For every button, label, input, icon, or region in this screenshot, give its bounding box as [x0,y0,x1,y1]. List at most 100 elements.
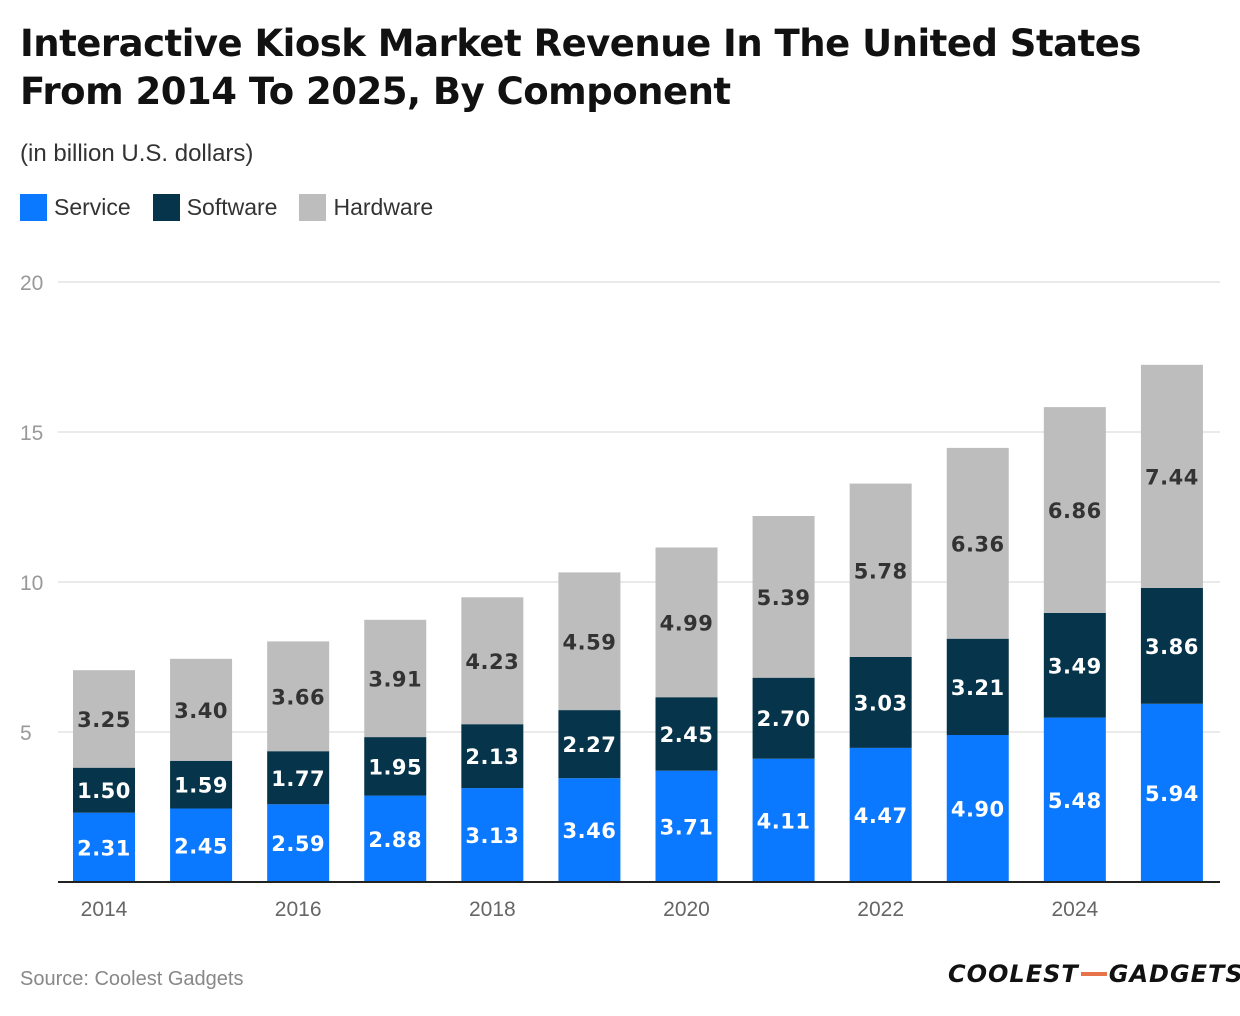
bar-service-2020 [655,770,718,882]
legend-label-software: Software [186,194,278,220]
data-label-hardware-2016: 3.66 [271,685,325,709]
bar-hardware-2024 [1043,407,1106,613]
data-label-service-2016: 2.59 [271,832,325,856]
x-tick-label-2020: 2020 [663,898,710,921]
bar-software-2016 [267,751,330,805]
bar-software-2017 [364,737,427,796]
data-label-hardware-2021: 5.39 [757,586,811,610]
bar-hardware-2023 [946,447,1009,639]
bar-hardware-2016 [267,641,330,752]
logo-text-1: COOLEST [948,960,1079,988]
data-label-service-2017: 2.88 [368,828,422,852]
bar-service-2018 [461,788,524,882]
data-label-software-2024: 3.49 [1048,654,1102,678]
bar-software-2015 [170,760,233,809]
data-label-software-2019: 2.27 [563,733,617,757]
chart-title: Interactive Kiosk Market Revenue In The … [20,22,1141,113]
data-label-service-2018: 3.13 [465,824,519,848]
legend-label-service: Service [54,194,131,220]
legend-swatch-service [20,194,47,221]
bar-service-2022 [849,747,912,882]
bar-software-2025 [1140,588,1203,704]
data-label-software-2025: 3.86 [1145,635,1199,659]
data-label-hardware-2022: 5.78 [854,559,908,583]
bar-hardware-2025 [1140,364,1203,588]
bar-software-2024 [1043,612,1106,718]
legend-item-hardware[interactable]: Hardware [299,194,433,221]
data-label-software-2018: 2.13 [465,745,519,769]
data-label-service-2022: 4.47 [854,804,908,828]
data-label-service-2019: 3.46 [563,819,617,843]
bar-service-2021 [752,758,815,882]
bar-service-2024 [1043,717,1106,882]
logo-dash [1080,972,1107,976]
bar-service-2023 [946,735,1009,882]
x-tick-label-2024: 2024 [1051,898,1098,921]
bar-hardware-2015 [170,658,233,761]
data-label-software-2014: 1.50 [77,779,131,803]
x-tick-label-2014: 2014 [81,898,128,921]
legend-item-software[interactable]: Software [152,194,278,221]
data-label-hardware-2017: 3.91 [368,667,422,691]
data-label-software-2023: 3.21 [951,676,1005,700]
legend-label-hardware: Hardware [333,194,434,220]
bar-software-2014 [73,767,135,813]
y-tick-label-10: 10 [20,572,43,595]
data-label-software-2017: 1.95 [368,755,422,779]
legend: Service Software Hardware [20,194,433,221]
data-label-software-2015: 1.59 [174,774,228,798]
bar-hardware-2014 [73,670,135,768]
data-label-hardware-2015: 3.40 [174,699,228,723]
legend-swatch-software [152,194,180,221]
data-label-service-2024: 5.48 [1048,789,1102,813]
y-tick-label-20: 20 [20,272,43,295]
data-label-hardware-2025: 7.44 [1145,465,1199,489]
brand-logo: COOLEST GADGETS [948,960,1240,988]
bar-software-2023 [946,638,1009,735]
data-label-software-2022: 3.03 [854,691,908,715]
data-label-hardware-2023: 6.36 [951,532,1005,556]
legend-item-service[interactable]: Service [20,194,131,221]
x-tick-label-2022: 2022 [857,898,904,921]
bar-hardware-2018 [461,597,524,725]
stacked-bar-chart: 5 10 15 20 2.31 1.50 3.25 2014 2.45 1.59 3.40 2.59 1… [20,272,1220,921]
data-label-software-2020: 2.45 [660,723,714,747]
bar-software-2019 [558,710,621,779]
y-tick-label-5: 5 [20,722,32,745]
data-label-hardware-2019: 4.59 [563,630,617,654]
bar-hardware-2022 [849,483,912,657]
data-label-software-2021: 2.70 [757,707,811,731]
legend-swatch-hardware [299,194,327,221]
data-label-hardware-2018: 4.23 [465,650,519,674]
bar-service-2025 [1140,703,1203,882]
x-tick-label-2018: 2018 [469,898,516,921]
chart-subtitle: (in billion U.S. dollars) [20,140,254,167]
x-tick-label-2016: 2016 [275,898,322,921]
data-label-service-2023: 4.90 [951,798,1005,822]
bar-software-2022 [849,657,912,748]
bar-service-2016 [267,804,330,882]
bar-hardware-2017 [364,619,427,738]
bar-hardware-2021 [752,516,815,678]
data-label-service-2015: 2.45 [174,834,228,858]
y-tick-label-15: 15 [20,422,43,445]
bar-service-2017 [364,795,427,882]
data-label-service-2025: 5.94 [1145,782,1199,806]
data-label-hardware-2024: 6.86 [1048,499,1102,523]
bar-hardware-2019 [558,572,621,711]
bar-service-2015 [170,808,233,882]
data-label-hardware-2014: 3.25 [77,708,131,732]
bar-software-2018 [461,724,524,789]
source-note: Source: Coolest Gadgets [20,968,244,990]
data-label-hardware-2020: 4.99 [660,611,714,635]
data-label-service-2014: 2.31 [77,836,131,860]
data-label-software-2016: 1.77 [271,767,325,791]
bar-service-2019 [558,778,621,882]
logo-text-2: GADGETS [1108,960,1240,988]
bar-service-2014 [73,812,135,882]
bar-hardware-2020 [655,547,718,698]
bar-software-2021 [752,677,815,759]
bar-software-2020 [655,697,718,771]
data-label-service-2020: 3.71 [660,815,714,839]
data-label-service-2021: 4.11 [757,809,811,833]
